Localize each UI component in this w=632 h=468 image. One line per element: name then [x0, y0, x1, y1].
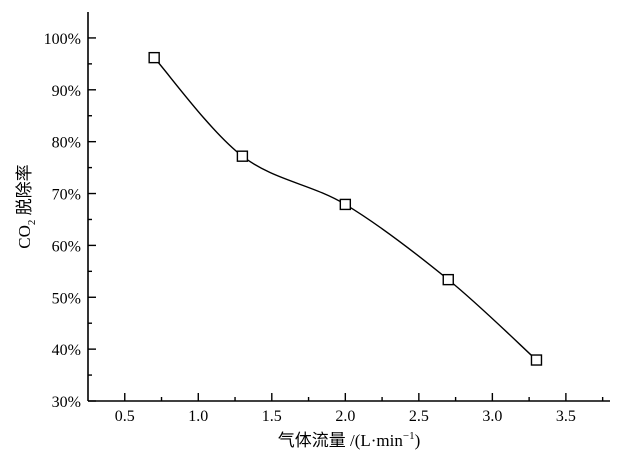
y-tick-label: 90% [52, 83, 81, 100]
data-point-marker [339, 198, 352, 211]
x-axis-title-tail: ) [415, 431, 421, 450]
y-tick-label: 40% [52, 342, 81, 359]
x-tick-label: 2.0 [335, 408, 355, 425]
y-tick-label: 80% [52, 135, 81, 152]
x-tick-label: 1.0 [188, 408, 208, 425]
data-point-marker [236, 150, 249, 162]
y-tick-label: 100% [44, 31, 81, 48]
plot-area [148, 51, 543, 366]
y-tick-label: 70% [52, 187, 81, 204]
y-axis-title-post: 脱除率 [15, 164, 34, 219]
y-tick-label: 60% [52, 238, 81, 255]
y-ticks: 30% 40% 50% 60% 70% 80% 90% 100% [44, 31, 96, 411]
y-axis-title-pre: CO [15, 225, 34, 249]
y-axis-title-sub: 2 [26, 220, 38, 226]
x-axis-title: 气体流量 /(L·min−1) [278, 430, 421, 450]
x-tick-label: 3.5 [556, 408, 576, 425]
axes [87, 12, 610, 402]
x-tick-label: 2.5 [409, 408, 429, 425]
x-axis-title-main: 气体流量 /(L·min [278, 431, 404, 450]
y-axis-title: CO2 脱除率 [15, 164, 38, 248]
data-point-marker [442, 273, 454, 286]
y-tick-label: 30% [52, 394, 81, 411]
x-tick-label: 1.5 [262, 408, 282, 425]
x-tick-label: 3.0 [482, 408, 502, 425]
y-tick-label: 50% [52, 290, 81, 307]
data-point-marker [530, 354, 543, 366]
x-axis-title-sup: −1 [403, 430, 415, 442]
x-tick-label: 0.5 [115, 408, 135, 425]
x-ticks: 0.5 1.0 1.5 2.0 2.5 3.0 3.5 [115, 393, 604, 425]
data-point-marker [148, 51, 160, 64]
